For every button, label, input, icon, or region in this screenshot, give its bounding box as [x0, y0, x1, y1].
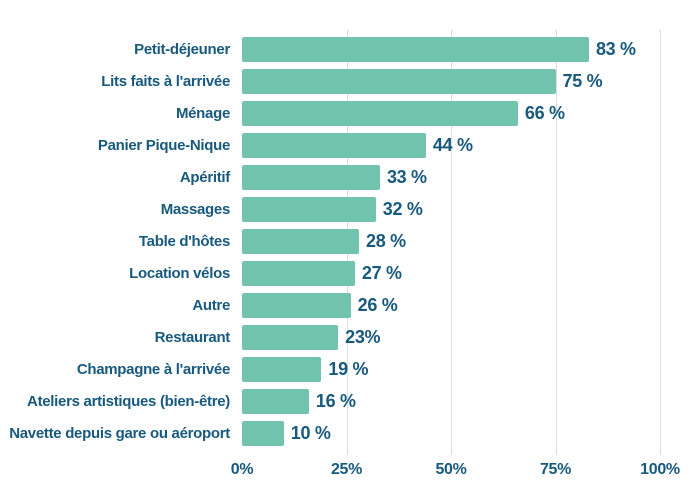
gridline-50 [451, 30, 452, 455]
chart-row: Lits faits à l'arrivée 75 % [0, 65, 700, 97]
bar-track: 32 % [242, 193, 660, 225]
bar-track: 19 % [242, 353, 660, 385]
chart-row: Apéritif 33 % [0, 161, 700, 193]
bar-track: 10 % [242, 417, 660, 449]
bar [242, 164, 380, 190]
bar-track: 75 % [242, 65, 660, 97]
bar [242, 228, 360, 254]
chart-row: Navette depuis gare ou aéroport 10 % [0, 417, 700, 449]
value-label: 44 % [432, 134, 473, 155]
bar-track: 83 % [242, 33, 660, 65]
category-label: Navette depuis gare ou aéroport [9, 424, 230, 442]
x-tick-label: 50% [435, 461, 467, 478]
bar-track: 27 % [242, 257, 660, 289]
category-label: Ateliers artistiques (bien-être) [27, 392, 230, 410]
category-label: Apéritif [179, 168, 230, 186]
chart-row: Ateliers artistiques (bien-être) 16 % [0, 385, 700, 417]
bar-track: 23% [242, 321, 660, 353]
bar-track: 28 % [242, 225, 660, 257]
chart-row: Massages 32 % [0, 193, 700, 225]
bar [242, 36, 589, 62]
bar [242, 420, 284, 446]
category-label: Restaurant [154, 328, 231, 346]
category-label: Champagne à l'arrivée [76, 360, 230, 378]
category-label: Ménage [175, 104, 230, 122]
value-label: 26 % [357, 294, 398, 315]
x-tick-label: 100% [640, 461, 680, 478]
bar-track: 16 % [242, 385, 660, 417]
category-label: Location vélos [129, 264, 230, 282]
bar [242, 388, 309, 414]
bar [242, 68, 556, 94]
x-axis: 0% 25% 50% 75% 100% [231, 461, 680, 483]
value-label: 28 % [366, 230, 406, 251]
value-label: 83 % [595, 38, 636, 59]
bar-track: 33 % [242, 161, 660, 193]
category-label: Petit-déjeuner [134, 40, 230, 58]
x-tick-label: 75% [539, 461, 572, 478]
chart-row: Autre 26 % [0, 289, 700, 321]
bar [242, 356, 322, 382]
value-label: 10 % [290, 422, 331, 443]
chart-row: Petit-déjeuner 83 % [0, 33, 700, 65]
category-label: Massages [160, 200, 231, 218]
value-label: 19 % [328, 358, 369, 379]
value-label: 33 % [386, 166, 427, 187]
category-label: Panier Pique-Nique [97, 136, 230, 154]
bar-track: 26 % [242, 289, 660, 321]
x-tick-label: 25% [330, 461, 363, 478]
chart-row: Panier Pique-Nique 44 % [0, 129, 700, 161]
category-label: Lits faits à l'arrivée [101, 72, 230, 90]
value-label: 75 % [562, 70, 603, 91]
x-tick-label: 0% [230, 461, 254, 478]
chart-row: Ménage 66 % [0, 97, 700, 129]
chart-rows: Petit-déjeuner 83 % Lits faits à l'arrivée… [0, 33, 700, 449]
bar-track: 66 % [242, 97, 660, 129]
category-label: Table d'hôtes [138, 232, 230, 250]
value-label: 27 % [361, 262, 402, 283]
value-label: 32 % [382, 198, 423, 219]
bar [242, 260, 355, 286]
gridline-100 [660, 30, 661, 455]
bar-track: 44 % [242, 129, 660, 161]
chart-row: Champagne à l'arrivée 19 % [0, 353, 700, 385]
value-label: 16 % [315, 390, 356, 411]
bar [242, 292, 351, 318]
bar [242, 324, 339, 350]
bar [242, 132, 426, 158]
value-label: 66 % [524, 102, 565, 123]
chart-row: Restaurant 23% [0, 321, 700, 353]
chart-row: Location vélos 27 % [0, 257, 700, 289]
category-label: Autre [192, 296, 230, 314]
bar [242, 100, 518, 126]
value-label: 23% [345, 326, 381, 347]
bar [242, 196, 376, 222]
gridline-75 [555, 30, 557, 455]
chart-row: Table d'hôtes 28 % [0, 225, 700, 257]
